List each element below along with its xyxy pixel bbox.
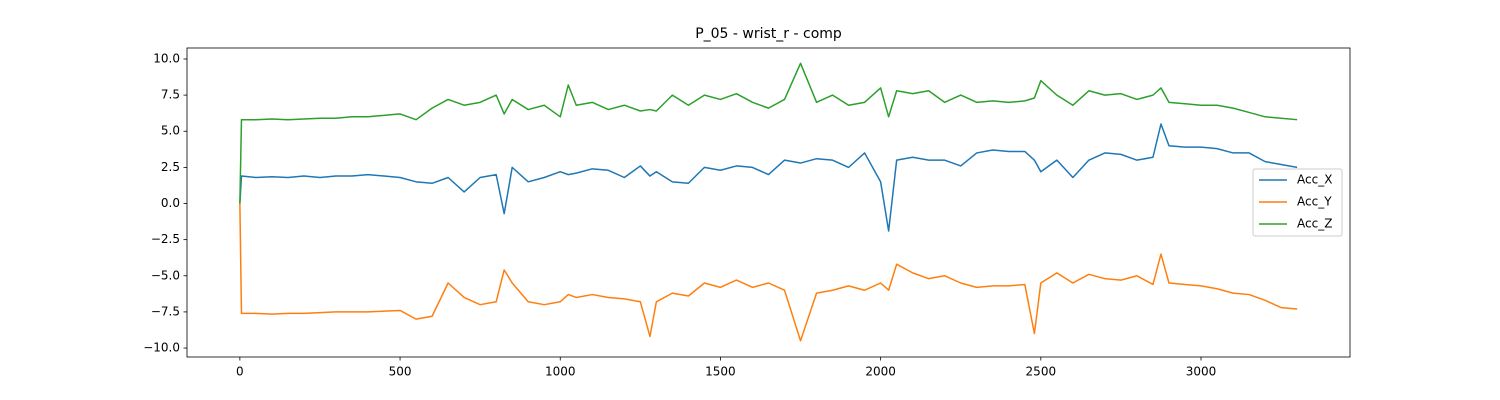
y-tick-label: −10.0: [143, 341, 180, 355]
x-tick-label: 2500: [1026, 365, 1057, 379]
data-line: [239, 123, 1298, 232]
x-tick-label: 2000: [865, 365, 896, 379]
x-tick-label: 0: [236, 365, 244, 379]
x-tick-label: 500: [389, 365, 412, 379]
legend: Acc_X Acc_Y Acc_Z: [1252, 168, 1343, 237]
y-tick-label: 5.0: [161, 124, 180, 138]
x-tick-label: 3000: [1186, 365, 1217, 379]
plot-frame: [186, 47, 1351, 358]
x-tick-label: 1000: [545, 365, 576, 379]
y-tick-label: −5.0: [151, 268, 180, 282]
y-tick-label: −2.5: [151, 232, 180, 246]
legend-label: Acc_X: [1297, 173, 1332, 187]
y-tick-label: 0.0: [161, 196, 180, 210]
chart-title: P_05 - wrist_r - comp: [695, 26, 842, 42]
legend-label: Acc_Z: [1297, 217, 1332, 231]
legend-label: Acc_Y: [1297, 195, 1332, 209]
y-tick-label: 7.5: [161, 88, 180, 102]
y-tick-label: 10.0: [153, 51, 180, 65]
data-line: [239, 62, 1298, 204]
x-tick-label: 1500: [705, 365, 736, 379]
y-tick-label: −7.5: [151, 304, 180, 318]
data-line: [239, 203, 1298, 342]
legend-box: [1252, 168, 1343, 237]
y-tick-label: 2.5: [161, 160, 180, 174]
